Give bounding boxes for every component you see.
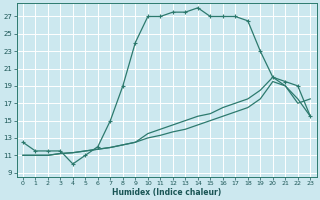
X-axis label: Humidex (Indice chaleur): Humidex (Indice chaleur)	[112, 188, 221, 197]
